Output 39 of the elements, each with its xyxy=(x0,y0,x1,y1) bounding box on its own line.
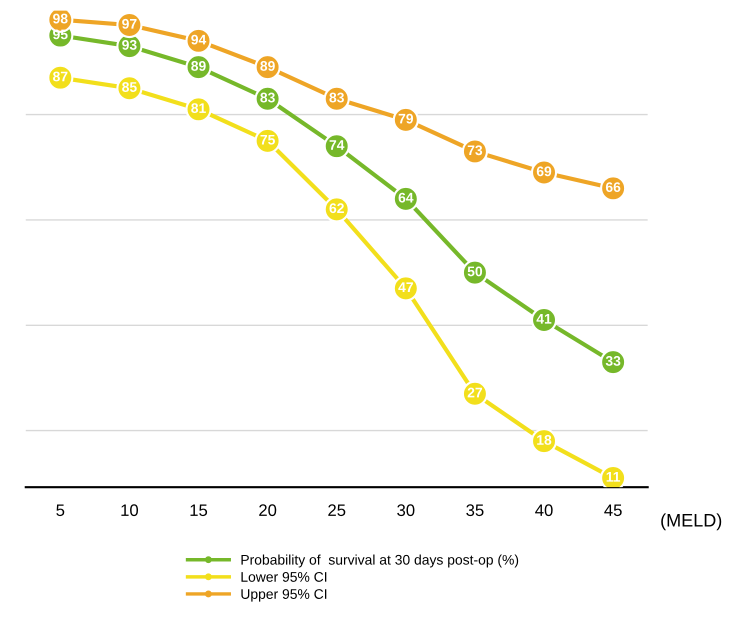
data-label: 50 xyxy=(468,266,482,276)
x-tick-label: 35 xyxy=(466,504,484,516)
data-label: 93 xyxy=(122,40,137,50)
x-tick-label: 25 xyxy=(328,504,346,516)
data-label: 87 xyxy=(53,72,68,82)
data-label: 89 xyxy=(260,61,275,71)
data-label: 27 xyxy=(468,388,482,398)
x-tick-label: 15 xyxy=(190,504,208,516)
data-label: 41 xyxy=(536,314,552,324)
x-tick-label: 30 xyxy=(397,504,414,516)
data-label: 89 xyxy=(191,61,206,71)
data-label: 81 xyxy=(191,103,206,114)
x-tick-label: 10 xyxy=(121,504,138,516)
data-label: 79 xyxy=(398,114,414,124)
data-label: 74 xyxy=(330,140,344,150)
data-label: 69 xyxy=(536,166,552,176)
data-label: 64 xyxy=(398,192,414,203)
x-tick-label: 45 xyxy=(604,504,622,516)
data-label: 98 xyxy=(53,14,68,24)
data-label: 47 xyxy=(398,282,413,292)
data-label: 75 xyxy=(260,134,275,145)
legend-label: Upper 95% CI xyxy=(241,589,326,602)
x-tick-label: 5 xyxy=(56,504,64,516)
data-label: 18 xyxy=(537,435,552,445)
x-tick-label: 40 xyxy=(535,504,553,516)
data-label: 94 xyxy=(191,34,206,45)
data-label: 62 xyxy=(330,203,344,214)
x-axis-title: (MELD) xyxy=(661,513,722,530)
data-label: 85 xyxy=(122,82,137,92)
data-label: 66 xyxy=(606,182,620,192)
data-label: 73 xyxy=(468,145,482,156)
legend-label: Probability of survival at 30 days post-op (%) xyxy=(241,554,518,568)
data-label: 97 xyxy=(122,18,137,29)
data-label: 83 xyxy=(329,92,344,103)
data-label: 83 xyxy=(260,92,275,103)
data-label: 33 xyxy=(606,356,620,366)
legend-label: Lower 95% CI xyxy=(241,572,326,582)
data-label: 11 xyxy=(606,472,620,482)
x-tick-label: 20 xyxy=(259,504,276,516)
